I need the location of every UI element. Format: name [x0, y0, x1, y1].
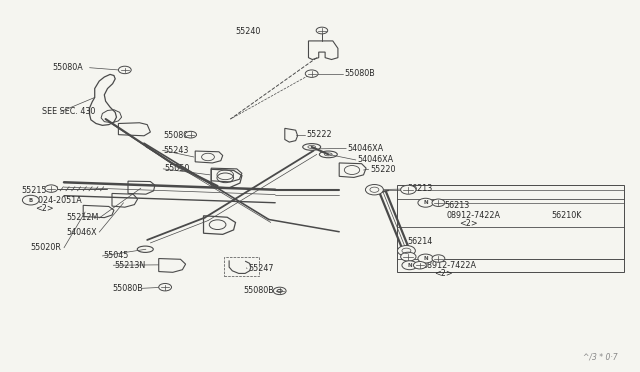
Text: 55213N: 55213N — [114, 261, 145, 270]
Text: SEE SEC. 430: SEE SEC. 430 — [42, 107, 95, 116]
Circle shape — [277, 289, 282, 292]
Circle shape — [401, 185, 416, 194]
Circle shape — [159, 283, 172, 291]
Text: 08912-7422A: 08912-7422A — [422, 261, 476, 270]
Text: 55215: 55215 — [21, 186, 47, 195]
Text: 55080B: 55080B — [112, 284, 143, 293]
Text: 55243: 55243 — [164, 146, 189, 155]
Text: 08024-2051A: 08024-2051A — [29, 196, 83, 205]
Text: 08912-7422A: 08912-7422A — [447, 211, 500, 220]
Text: ^/3 * 0·7: ^/3 * 0·7 — [583, 353, 618, 362]
Text: N: N — [423, 200, 428, 205]
Text: <2>: <2> — [35, 204, 54, 213]
Circle shape — [273, 287, 286, 295]
Text: <2>: <2> — [434, 269, 452, 278]
Text: 55220: 55220 — [370, 165, 396, 174]
Circle shape — [365, 185, 383, 195]
Circle shape — [118, 66, 131, 74]
Circle shape — [401, 252, 416, 261]
Text: N: N — [407, 263, 412, 268]
Text: 56210K: 56210K — [552, 211, 582, 220]
Circle shape — [22, 195, 39, 205]
Circle shape — [397, 246, 415, 256]
Circle shape — [432, 199, 445, 206]
Text: 56213: 56213 — [408, 185, 433, 193]
Circle shape — [45, 185, 58, 192]
Bar — [224, 257, 259, 276]
Circle shape — [418, 198, 433, 207]
Text: 55080A: 55080A — [52, 63, 83, 72]
Text: 55212M: 55212M — [66, 214, 99, 222]
Text: 54046XA: 54046XA — [357, 155, 393, 164]
Circle shape — [305, 70, 318, 77]
Circle shape — [316, 27, 328, 34]
Circle shape — [413, 262, 426, 269]
Text: 55050: 55050 — [164, 164, 190, 173]
Text: 55222: 55222 — [306, 130, 332, 139]
Circle shape — [432, 255, 445, 262]
Circle shape — [402, 261, 417, 270]
Text: 54046XA: 54046XA — [348, 144, 383, 153]
Text: B: B — [29, 198, 33, 203]
Text: N: N — [423, 256, 428, 261]
Text: 55240: 55240 — [235, 27, 260, 36]
Bar — [397, 185, 624, 272]
Text: 55247: 55247 — [248, 264, 274, 273]
Circle shape — [185, 131, 196, 138]
Text: 56214: 56214 — [408, 237, 433, 246]
Text: 54046X: 54046X — [66, 228, 97, 237]
Text: 55045: 55045 — [104, 251, 129, 260]
Circle shape — [418, 254, 433, 263]
Text: 55080B: 55080B — [344, 69, 375, 78]
Text: 55020R: 55020R — [31, 243, 61, 252]
Text: <2>: <2> — [459, 219, 477, 228]
Text: 55080B: 55080B — [163, 131, 194, 140]
Text: 55080B: 55080B — [243, 286, 274, 295]
Text: 56213: 56213 — [445, 201, 470, 210]
